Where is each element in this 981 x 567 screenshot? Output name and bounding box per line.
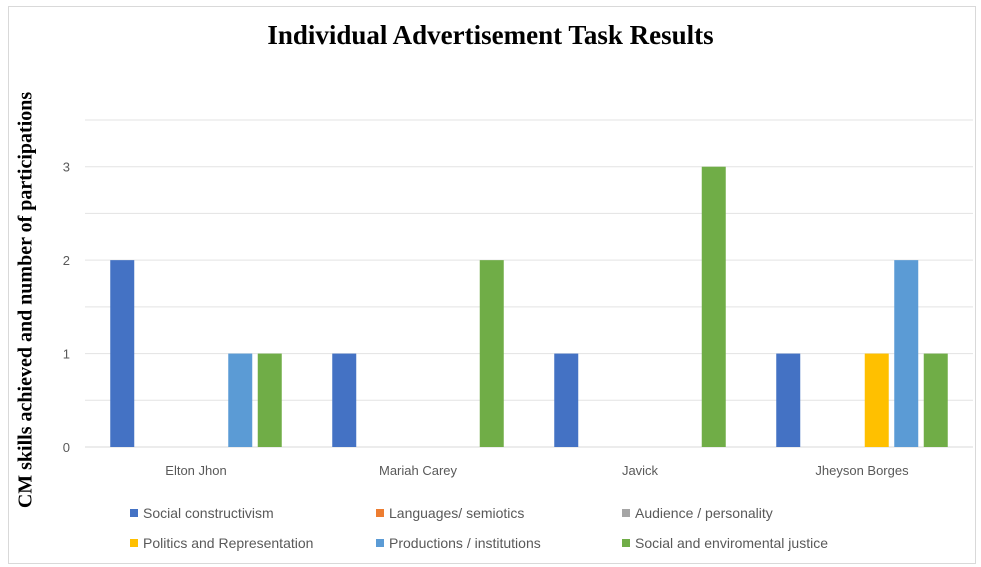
bar [479, 260, 504, 447]
bar [894, 260, 919, 447]
y-tick-label: 0 [63, 440, 70, 455]
legend-label: Languages/ semiotics [389, 505, 525, 521]
bar [554, 353, 579, 447]
legend-label: Politics and Representation [143, 535, 314, 551]
y-tick-label: 3 [63, 160, 70, 175]
legend-swatch [376, 539, 384, 547]
bar [332, 353, 357, 447]
legend-item: Social and enviromental justice [622, 535, 902, 551]
x-tick-label: Elton Jhon [165, 463, 226, 478]
legend-swatch [622, 539, 630, 547]
legend-swatch [130, 509, 138, 517]
x-tick-label: Jheyson Borges [815, 463, 909, 478]
y-tick-label: 2 [63, 253, 70, 268]
y-tick-label: 1 [63, 347, 70, 362]
legend-item: Productions / institutions [376, 535, 622, 551]
legend-swatch [376, 509, 384, 517]
legend-item: Social constructivism [130, 505, 376, 521]
legend-label: Social constructivism [143, 505, 274, 521]
legend-label: Audience / personality [635, 505, 773, 521]
legend-item: Languages/ semiotics [376, 505, 622, 521]
chart-legend: Social constructivism Languages/ semiotic… [130, 505, 950, 551]
chart-title: Individual Advertisement Task Results [267, 20, 714, 50]
bar [701, 166, 726, 447]
bar [257, 353, 282, 447]
bar [228, 353, 253, 447]
legend-label: Productions / institutions [389, 535, 541, 551]
legend-swatch [622, 509, 630, 517]
legend-item: Politics and Representation [130, 535, 376, 551]
legend-swatch [130, 539, 138, 547]
legend-label: Social and enviromental justice [635, 535, 828, 551]
bar [776, 353, 801, 447]
bar [110, 260, 135, 447]
x-tick-label: Javick [622, 463, 659, 478]
bar [864, 353, 889, 447]
x-tick-label: Mariah Carey [379, 463, 458, 478]
bar [923, 353, 948, 447]
legend-item: Audience / personality [622, 505, 902, 521]
